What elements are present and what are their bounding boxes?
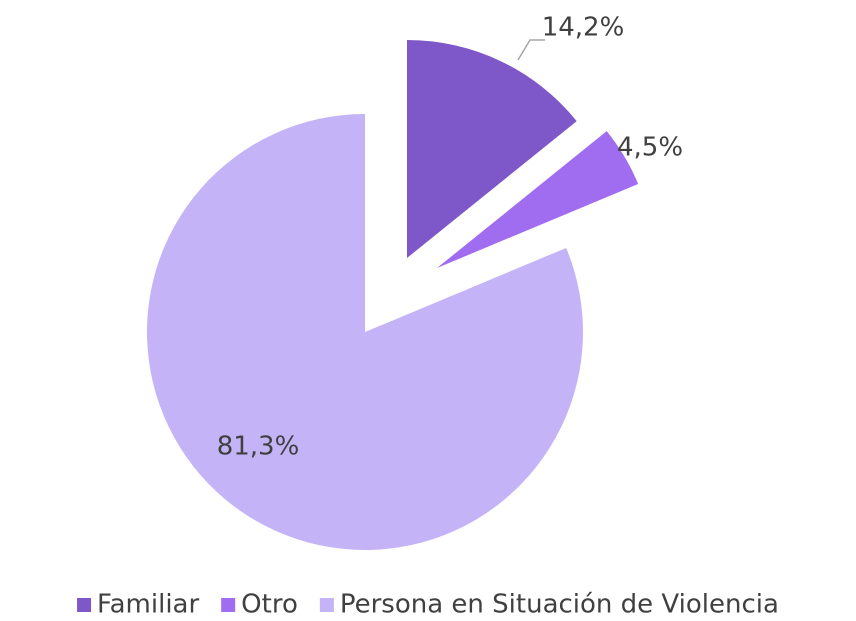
leader-line xyxy=(517,39,545,61)
legend-label: Persona en Situación de Violencia xyxy=(340,590,779,620)
pie-slice xyxy=(146,114,583,550)
pie-slice xyxy=(407,40,577,258)
legend-swatch xyxy=(221,598,236,612)
legend-swatch xyxy=(319,598,334,612)
legend-swatch xyxy=(77,598,92,612)
legend-label: Familiar xyxy=(97,590,199,620)
data-label: 81,3% xyxy=(217,432,300,462)
data-label: 4,5% xyxy=(617,133,683,163)
data-label: 14,2% xyxy=(542,13,625,43)
pie-slice xyxy=(437,131,639,268)
legend-label: Otro xyxy=(241,590,298,620)
